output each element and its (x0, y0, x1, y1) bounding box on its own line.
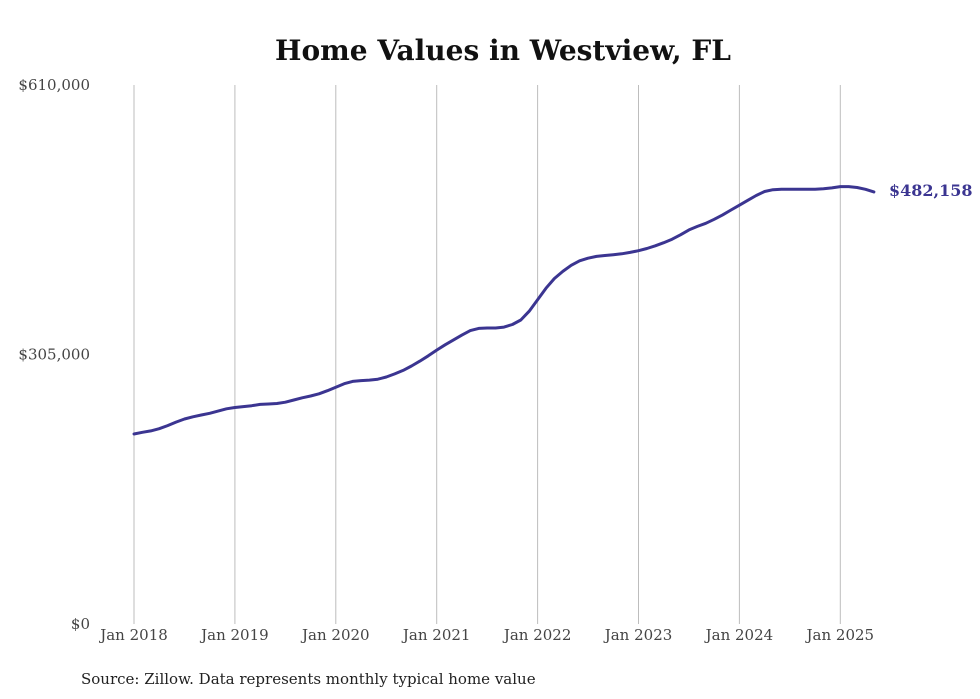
x-tick-label: Jan 2020 (300, 626, 370, 644)
x-tick-label: Jan 2018 (98, 626, 168, 644)
chart-title: Home Values in Westview, FL (275, 34, 731, 67)
x-tick-label: Jan 2025 (805, 626, 875, 644)
y-tick-label: $610,000 (18, 76, 90, 94)
x-tick-label: Jan 2022 (502, 626, 572, 644)
y-tick-label: $0 (71, 615, 90, 633)
end-value-label: $482,158 (889, 181, 973, 200)
series (132, 185, 876, 436)
x-tick-label: Jan 2023 (603, 626, 673, 644)
x-axis: Jan 2018 Jan 2019 Jan 2020 Jan 2021 Jan 2022… (98, 626, 874, 644)
series-line (132, 185, 876, 436)
y-tick-label: $305,000 (18, 346, 90, 364)
x-tick-label: Jan 2019 (199, 626, 269, 644)
gridlines (133, 85, 841, 624)
source-note: Source: Zillow. Data represents monthly … (81, 670, 536, 688)
x-tick-label: Jan 2024 (704, 626, 774, 644)
y-axis: $0 $305,000 $610,000 (18, 76, 90, 633)
x-tick-label: Jan 2021 (401, 626, 471, 644)
